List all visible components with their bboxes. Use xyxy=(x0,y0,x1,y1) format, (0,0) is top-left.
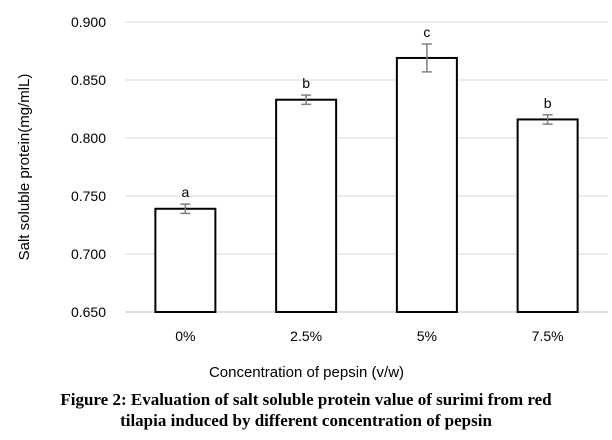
bars xyxy=(154,56,579,313)
y-tick-label: 0.750 xyxy=(71,188,106,204)
y-tick-label: 0.700 xyxy=(71,246,106,262)
x-axis-label: Concentration of pepsin (v/w) xyxy=(209,364,404,381)
bar xyxy=(395,56,458,313)
y-tick-label: 0.800 xyxy=(71,130,106,146)
y-tick-label: 0.900 xyxy=(71,14,106,30)
error-bars xyxy=(180,43,553,215)
y-tick-label: 0.650 xyxy=(71,304,106,320)
bar xyxy=(154,207,217,313)
x-tick-label: 0% xyxy=(175,328,195,344)
y-tick-label: 0.850 xyxy=(71,72,106,88)
significance-letters: a b c b xyxy=(181,24,551,200)
significance-letter: a xyxy=(181,184,189,200)
significance-letter: b xyxy=(544,95,552,111)
x-tick-labels: 0% 2.5% 5% 7.5% xyxy=(175,328,563,344)
caption-line-2: tilapia induced by different concentrati… xyxy=(120,411,492,430)
bar xyxy=(275,98,338,313)
significance-letter: b xyxy=(302,75,310,91)
bar xyxy=(516,118,579,313)
figure-caption: Figure 2: Evaluation of salt soluble pro… xyxy=(0,389,612,431)
x-tick-label: 2.5% xyxy=(290,328,322,344)
x-tick-label: 7.5% xyxy=(532,328,564,344)
bar-chart: 0.650 0.700 0.750 0.800 0.850 0.900 a b c b 0% 2.… xyxy=(16,14,608,381)
x-tick-label: 5% xyxy=(417,328,437,344)
significance-letter: c xyxy=(423,24,430,40)
y-axis-label: Salt soluble protein(mg/mlL) xyxy=(16,74,33,261)
y-tick-labels: 0.650 0.700 0.750 0.800 0.850 0.900 xyxy=(71,14,106,320)
caption-line-1: Figure 2: Evaluation of salt soluble pro… xyxy=(60,390,552,409)
